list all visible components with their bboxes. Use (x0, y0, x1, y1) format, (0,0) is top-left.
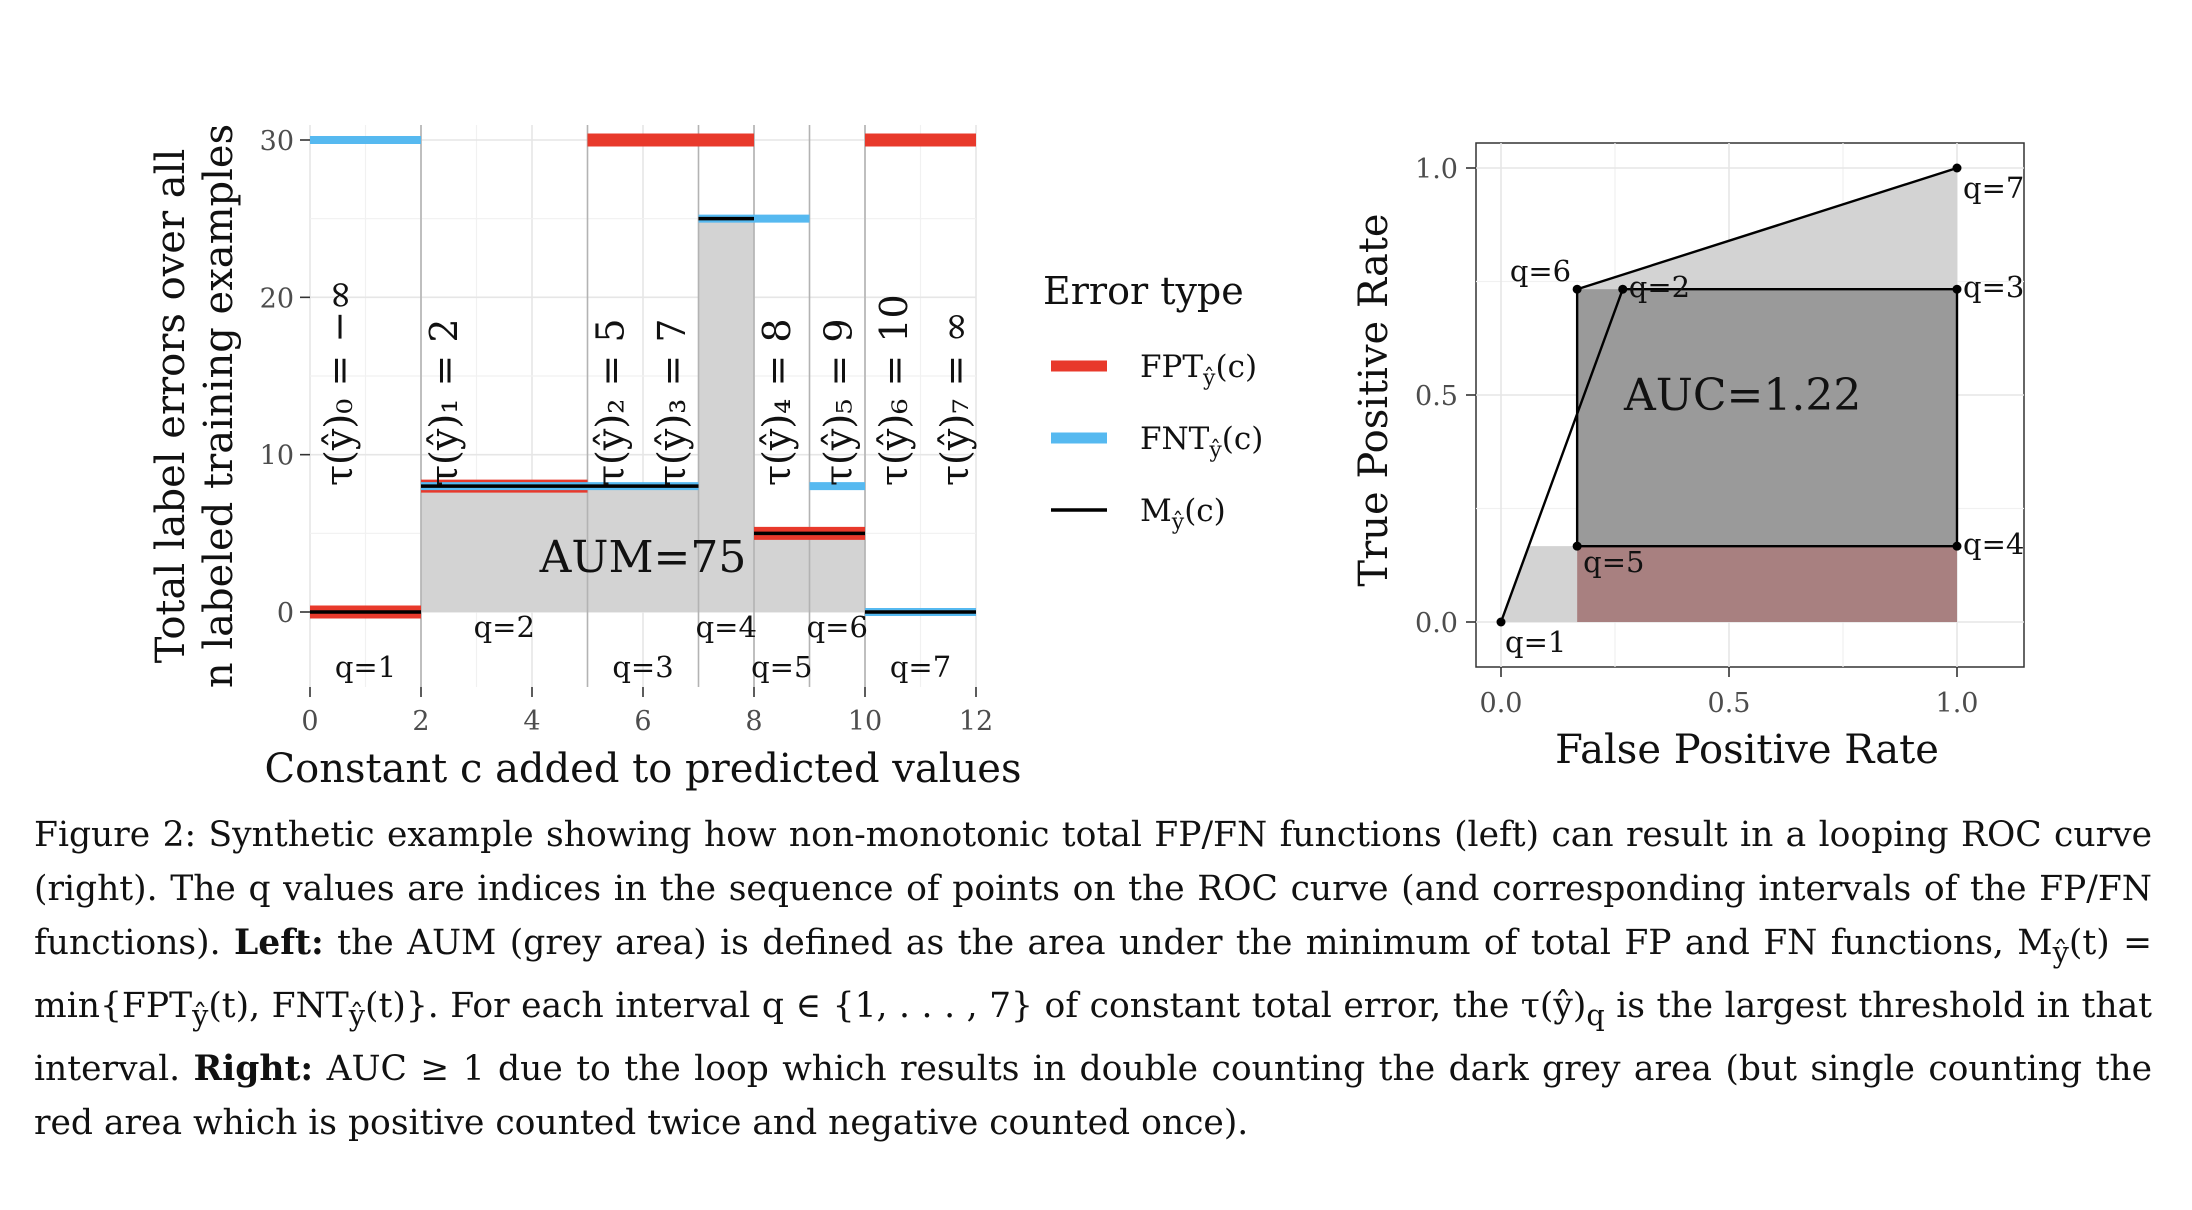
x-tick-label: 4 (523, 706, 540, 737)
caption-left-sub2: ŷ (192, 997, 209, 1032)
right-y-axis-title: True Positive Rate (1351, 213, 1397, 586)
x-tick-label: 0 (301, 706, 318, 737)
threshold-label: τ(ŷ)₅ = 9 (816, 318, 860, 486)
x-tick-label: 10 (848, 706, 882, 737)
auc-label: AUC=1.22 (1623, 370, 1861, 421)
threshold-label: τ(ŷ)₀ = −∞ (317, 279, 361, 486)
legend-label-fpt: FPTŷ(c) (1140, 349, 1257, 391)
roc-point (1952, 163, 1962, 173)
left-y-axis-title-line2: n labeled training examples (196, 124, 242, 688)
q-label: q=4 (696, 610, 757, 644)
threshold-label: τ(ŷ)₇ = ∞ (933, 311, 977, 486)
aum-label: AUM=75 (539, 532, 747, 583)
caption-right-label: Right: (193, 1048, 314, 1089)
roc-point (1572, 541, 1582, 551)
legend-title: Error type (1043, 269, 1244, 313)
y-tick-label: 1.0 (1415, 154, 1458, 185)
roc-areas (1501, 168, 1957, 622)
x-tick-label: 0.5 (1708, 688, 1751, 719)
roc-point-label: q=1 (1505, 625, 1566, 659)
legend-sub: ŷ (1208, 438, 1222, 463)
roc-point (1618, 284, 1628, 294)
y-tick-label: 30 (260, 126, 294, 157)
aum-step-chart: 0 2 4 6 8 10 12 0 10 20 30 AUM=75 q=1 q=2 q=3 q=4 q=5 q=… (148, 124, 1021, 792)
legend-sub: ŷ (1171, 510, 1185, 535)
roc-point (1572, 284, 1582, 294)
threshold-label: τ(ŷ)₄ = 8 (755, 318, 799, 486)
legend-arg: (c) (1184, 493, 1226, 529)
y-tick-label: 0.5 (1415, 381, 1458, 412)
threshold-label: τ(ŷ)₃ = 7 (650, 318, 694, 486)
threshold-label: τ(ŷ)₆ = 10 (872, 294, 916, 486)
caption-left-sub4: q (1586, 997, 1605, 1032)
legend-main: FPT (1140, 349, 1203, 385)
roc-point-label: q=5 (1583, 545, 1644, 579)
q-label: q=3 (612, 650, 673, 684)
legend-main: FNT (1140, 421, 1210, 457)
caption-left-text4: (t)}. For each interval q ∈ {1, . . . , … (365, 985, 1587, 1026)
q-label: q=5 (751, 650, 812, 684)
roc-point-label: q=3 (1963, 270, 2024, 304)
threshold-label: τ(ŷ)₁ = 2 (422, 318, 466, 486)
roc-red-area (1577, 546, 1957, 622)
roc-chart: 0.0 0.5 1.0 0.0 0.5 1.0 q=1 q=2 q=3 q=4 q=5 q=6 q=7… (1351, 142, 2025, 773)
caption-right-text: AUC ≥ 1 due to the loop which results in… (34, 1048, 2152, 1143)
legend-label-m: Mŷ(c) (1140, 493, 1226, 535)
y-tick-label: 10 (260, 441, 294, 472)
right-axes: 0.0 0.5 1.0 0.0 0.5 1.0 (1415, 154, 1978, 719)
left-x-axis-title: Constant c added to predicted values (265, 746, 1022, 792)
legend-label-fnt: FNTŷ(c) (1140, 421, 1263, 463)
threshold-label: τ(ŷ)₂ = 5 (589, 318, 633, 486)
roc-point-label: q=2 (1629, 270, 1690, 304)
legend-main: M (1140, 493, 1172, 529)
left-annotations: AUM=75 q=1 q=2 q=3 q=4 q=5 q=6 q=7 τ(ŷ)₀ = −∞ τ(ŷ… (317, 279, 977, 684)
roc-light-area-left (1501, 546, 1578, 622)
caption-left-text2: (t) = min{FPT (34, 923, 2152, 1026)
roc-point (1952, 541, 1962, 551)
q-label: q=6 (807, 610, 868, 644)
q-label: q=7 (890, 650, 951, 684)
error-step-series (310, 133, 976, 619)
right-x-axis-title: False Positive Rate (1555, 727, 1939, 773)
aum-grey-area (310, 218, 976, 612)
y-tick-label: 0 (277, 598, 294, 629)
legend-sub: ŷ (1202, 366, 1216, 391)
x-tick-label: 1.0 (1936, 688, 1979, 719)
roc-dark-area (1577, 289, 1957, 547)
roc-point (1496, 617, 1506, 627)
caption-left-label: Left: (233, 923, 324, 963)
roc-point-label: q=6 (1510, 254, 1571, 288)
caption-left-text3: (t), FNT (208, 985, 349, 1026)
legend-arg: (c) (1222, 421, 1264, 457)
left-axes: 0 2 4 6 8 10 12 0 10 20 30 (260, 126, 994, 737)
right-annotations: q=1 q=2 q=3 q=4 q=5 q=6 q=7 AUC=1.22 (1505, 171, 2024, 659)
roc-point (1952, 284, 1962, 294)
left-y-axis-title-line1: Total label errors over all (148, 149, 194, 664)
caption-left-sub: ŷ (2052, 934, 2069, 969)
legend-arg: (c) (1215, 349, 1257, 385)
y-tick-label: 20 (260, 283, 294, 314)
x-tick-label: 6 (634, 706, 651, 737)
y-tick-label: 0.0 (1415, 608, 1458, 639)
caption-left-text: the AUM (grey area) is defined as the ar… (323, 923, 2053, 963)
roc-curve (1496, 163, 1962, 627)
roc-point-label: q=4 (1963, 527, 2024, 561)
q-label: q=2 (474, 610, 535, 644)
legend: Error type FPTŷ(c)FNTŷ(c)Mŷ(c) (1043, 269, 1263, 535)
caption-intro: Figure 2: Synthetic example showing how … (34, 815, 2152, 963)
x-tick-label: 2 (412, 706, 429, 737)
x-tick-label: 0.0 (1480, 688, 1523, 719)
q-label: q=1 (335, 650, 396, 684)
x-tick-label: 12 (959, 706, 993, 737)
x-tick-label: 8 (745, 706, 762, 737)
aum-area (310, 218, 976, 612)
roc-point-label: q=7 (1963, 171, 2024, 205)
caption-left-sub3: ŷ (348, 997, 366, 1032)
caption-left-text5: is the largest threshold in that interva… (34, 985, 2152, 1089)
figure-caption: Figure 2: Synthetic example showing how … (34, 808, 2152, 1150)
